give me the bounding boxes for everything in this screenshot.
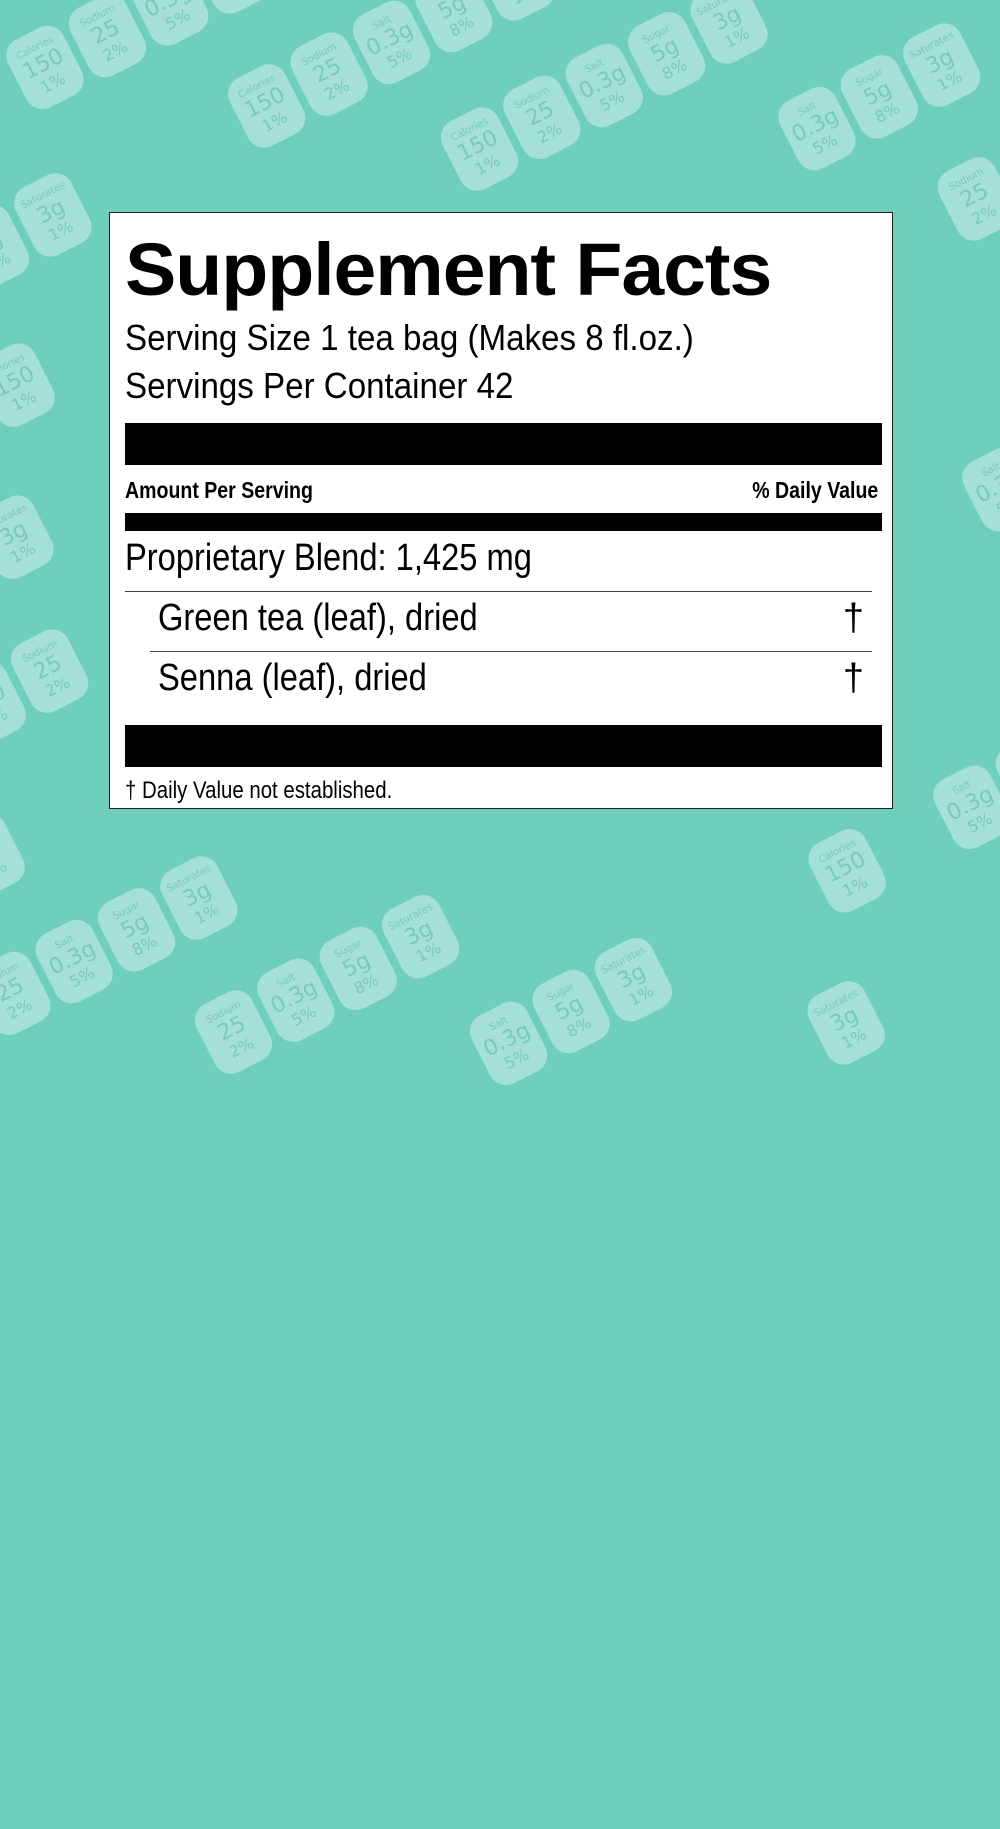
- pill-text: 1%: [509, 0, 539, 8]
- servings-per-container: Servings Per Container 42: [125, 365, 513, 407]
- pill-text: 1%: [0, 706, 10, 732]
- pill-gap: [986, 1184, 1000, 1280]
- divider: [125, 591, 872, 592]
- ingredient-name: Senna (leaf), dried: [158, 657, 427, 700]
- thick-bar-middle: [125, 513, 882, 531]
- pill-text: 8%: [225, 0, 255, 1]
- daily-value-header: % Daily Value: [752, 477, 878, 504]
- ingredient-name: Green tea (leaf), dried: [158, 597, 478, 640]
- blend-name: Proprietary Blend:: [125, 537, 387, 579]
- label-title: Supplement Facts: [125, 227, 771, 312]
- ingredient-dv: †: [843, 597, 864, 640]
- pill-text: 8%: [0, 250, 14, 276]
- amount-per-serving-header: Amount Per Serving: [125, 477, 313, 504]
- divider: [150, 651, 872, 652]
- thick-bar-bottom: [125, 725, 882, 767]
- footnote: † Daily Value not established.: [125, 777, 392, 805]
- pill-text: 1%: [0, 858, 9, 884]
- blend-amount: 1,425 mg: [396, 537, 532, 579]
- serving-size: Serving Size 1 tea bag (Makes 8 fl.oz.): [125, 317, 694, 359]
- ingredient-dv: †: [843, 657, 864, 700]
- supplement-facts-label: Supplement Facts Serving Size 1 tea bag …: [109, 212, 893, 809]
- thick-bar-top: [125, 423, 882, 465]
- pill-gap: [0, 1125, 2, 1221]
- proprietary-blend: Proprietary Blend: 1,425 mg: [125, 537, 532, 580]
